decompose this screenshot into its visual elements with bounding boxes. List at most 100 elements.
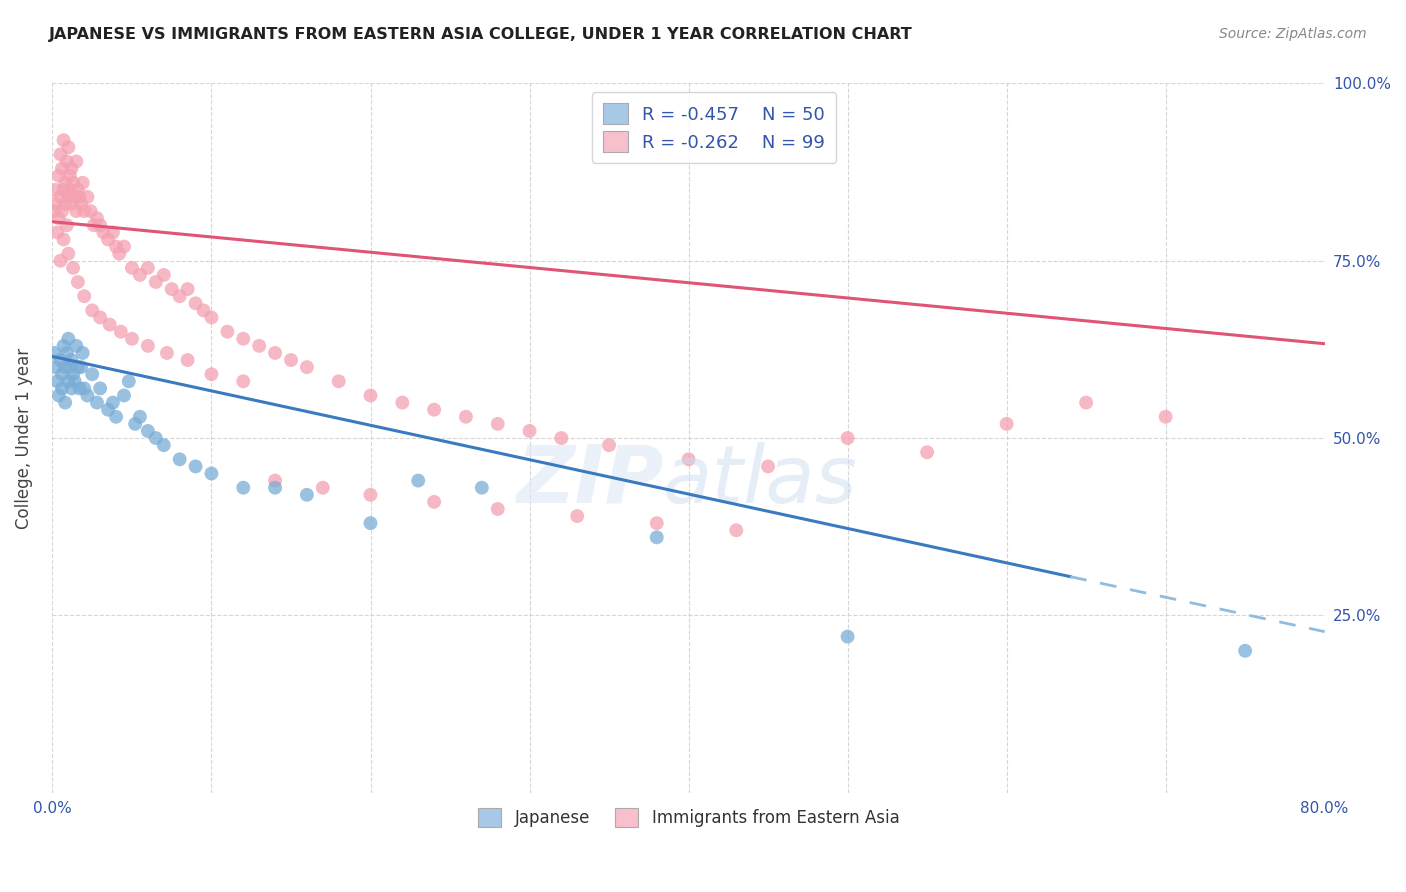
Point [73, 204, 96, 219]
Point [1074, 395, 1097, 409]
Point [112, 239, 135, 253]
Point [360, 488, 382, 502]
Point [136, 339, 159, 353]
Point [69, 381, 91, 395]
Point [645, 530, 668, 544]
Point [51, 368, 73, 382]
Point [58, 374, 80, 388]
Point [176, 353, 198, 368]
Point [53, 176, 76, 190]
Point [105, 409, 128, 424]
Point [59, 183, 82, 197]
Point [121, 332, 143, 346]
Point [247, 339, 270, 353]
Point [55, 346, 77, 360]
Point [360, 388, 382, 402]
Point [645, 516, 668, 530]
Point [837, 431, 859, 445]
Point [112, 388, 135, 402]
Point [360, 516, 382, 530]
Point [89, 219, 111, 233]
Point [76, 190, 98, 204]
Point [121, 260, 143, 275]
Point [42, 204, 65, 219]
Point [62, 176, 84, 190]
Point [915, 445, 938, 459]
Point [145, 275, 167, 289]
Point [97, 402, 120, 417]
Point [423, 402, 446, 417]
Point [550, 431, 572, 445]
Point [46, 374, 69, 388]
Point [59, 169, 82, 183]
Point [423, 495, 446, 509]
Point [101, 226, 124, 240]
Point [73, 289, 96, 303]
Point [391, 395, 413, 409]
Point [217, 325, 239, 339]
Point [176, 282, 198, 296]
Point [60, 197, 83, 211]
Point [70, 360, 93, 375]
Point [73, 381, 96, 395]
Point [52, 133, 75, 147]
Point [63, 374, 86, 388]
Point [55, 154, 77, 169]
Point [145, 431, 167, 445]
Point [232, 332, 254, 346]
Point [51, 381, 73, 395]
Point [69, 190, 91, 204]
Point [89, 310, 111, 325]
Point [136, 260, 159, 275]
Point [725, 523, 748, 537]
Point [62, 368, 84, 382]
Point [295, 360, 318, 375]
Point [65, 154, 87, 169]
Text: JAPANESE VS IMMIGRANTS FROM EASTERN ASIA COLLEGE, UNDER 1 YEAR CORRELATION CHART: JAPANESE VS IMMIGRANTS FROM EASTERN ASIA… [49, 27, 912, 42]
Point [59, 360, 82, 375]
Point [62, 260, 84, 275]
Point [49, 353, 72, 368]
Point [108, 246, 131, 260]
Point [264, 474, 287, 488]
Point [129, 268, 152, 282]
Point [98, 318, 121, 332]
Point [264, 481, 287, 495]
Text: Source: ZipAtlas.com: Source: ZipAtlas.com [1219, 27, 1367, 41]
Point [519, 424, 541, 438]
Point [152, 438, 174, 452]
Point [52, 183, 75, 197]
Point [1154, 409, 1177, 424]
Point [193, 303, 215, 318]
Point [46, 226, 69, 240]
Point [76, 388, 98, 402]
Point [70, 197, 93, 211]
Point [86, 395, 108, 409]
Point [45, 197, 67, 211]
Point [86, 211, 108, 226]
Point [51, 161, 73, 176]
Point [53, 197, 76, 211]
Legend: Japanese, Immigrants from Eastern Asia: Japanese, Immigrants from Eastern Asia [471, 801, 905, 834]
Point [52, 339, 75, 353]
Point [232, 481, 254, 495]
Point [53, 395, 76, 409]
Point [598, 438, 620, 452]
Point [49, 253, 72, 268]
Point [60, 353, 83, 368]
Point [486, 417, 509, 431]
Point [55, 219, 77, 233]
Point [58, 190, 80, 204]
Point [152, 268, 174, 282]
Point [60, 161, 83, 176]
Point [91, 226, 114, 240]
Point [200, 467, 222, 481]
Point [678, 452, 700, 467]
Point [79, 204, 101, 219]
Point [567, 509, 589, 524]
Point [42, 346, 65, 360]
Text: ZIP: ZIP [516, 442, 664, 520]
Point [837, 630, 859, 644]
Point [58, 140, 80, 154]
Point [232, 374, 254, 388]
